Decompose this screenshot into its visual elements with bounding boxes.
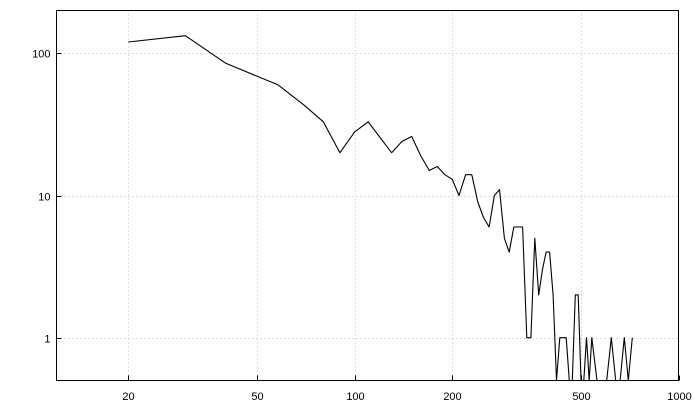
x-tick-label: 50 bbox=[251, 391, 263, 403]
x-tick-label: 200 bbox=[443, 391, 461, 403]
y-tick-label: 1 bbox=[44, 334, 50, 346]
x-tick-label: 100 bbox=[346, 391, 364, 403]
plot-frame bbox=[56, 10, 679, 381]
x-tick-label: 500 bbox=[572, 391, 590, 403]
x-tick-label: 1000 bbox=[667, 391, 691, 403]
x-tick-label: 20 bbox=[122, 391, 134, 403]
axis-ticks: 20 50 100 200 500 1000 1 10 100 bbox=[32, 49, 692, 404]
grid-lines bbox=[56, 10, 679, 381]
series-line-0 bbox=[128, 35, 633, 382]
y-tick-label: 10 bbox=[38, 192, 50, 204]
series-layer bbox=[128, 35, 633, 382]
y-tick-label: 100 bbox=[32, 49, 50, 61]
